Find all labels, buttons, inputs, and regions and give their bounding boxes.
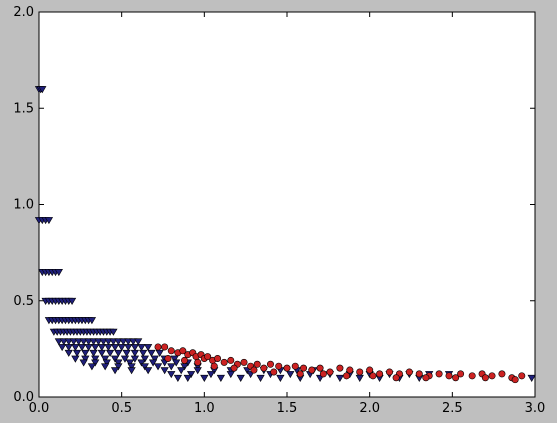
circle-point <box>241 359 247 365</box>
y-tick-label: 1.5 <box>13 101 34 116</box>
circle-point <box>228 357 234 363</box>
y-tick-label: 1.0 <box>13 198 34 213</box>
circle-point <box>195 359 201 365</box>
circle-point <box>343 373 349 379</box>
circle-point <box>512 376 518 382</box>
circle-point <box>300 365 306 371</box>
x-tick-label: 1.0 <box>194 401 215 416</box>
circle-point <box>446 373 452 379</box>
circle-point <box>211 363 217 369</box>
circle-point <box>423 375 429 381</box>
circle-point <box>284 365 290 371</box>
circle-point <box>357 369 363 375</box>
circle-point <box>221 359 227 365</box>
y-tick-label: 0.5 <box>13 294 34 309</box>
circle-point <box>165 355 171 361</box>
circle-point <box>231 365 237 371</box>
circle-point <box>436 371 442 377</box>
circle-point <box>271 369 277 375</box>
circle-point <box>327 369 333 375</box>
circle-point <box>161 344 167 350</box>
circle-point <box>499 371 505 377</box>
circle-point <box>214 355 220 361</box>
y-tick-label: 2.0 <box>13 5 34 20</box>
circle-point <box>320 371 326 377</box>
circle-point <box>297 371 303 377</box>
x-tick-label: 3.0 <box>525 401 546 416</box>
circle-point <box>519 373 525 379</box>
circle-point <box>452 375 458 381</box>
x-tick-label: 2.0 <box>359 401 380 416</box>
circle-point <box>366 367 372 373</box>
circle-point <box>489 373 495 379</box>
circle-point <box>317 365 323 371</box>
circle-point <box>251 367 257 373</box>
circle-point <box>276 363 282 369</box>
y-tick-labels: 0.0 0.5 1.0 1.5 2.0 <box>13 5 34 405</box>
x-tick-labels: 0.0 0.5 1.0 1.5 2.0 2.5 3.0 <box>29 401 546 416</box>
circle-point <box>337 365 343 371</box>
circle-point <box>155 344 161 350</box>
circle-point <box>309 367 315 373</box>
circle-point <box>370 373 376 379</box>
circle-point <box>254 361 260 367</box>
x-tick-label: 0.5 <box>111 401 132 416</box>
circle-point <box>416 371 422 377</box>
x-tick-label: 2.5 <box>442 401 463 416</box>
x-tick-label: 1.5 <box>277 401 298 416</box>
circle-point <box>406 369 412 375</box>
circle-point <box>168 348 174 354</box>
circle-point <box>376 371 382 377</box>
circle-point <box>393 375 399 381</box>
circle-point <box>181 357 187 363</box>
y-tick-label: 0.0 <box>13 390 34 405</box>
circle-point <box>347 367 353 373</box>
circle-point <box>261 365 267 371</box>
circle-point <box>482 375 488 381</box>
circle-point <box>386 369 392 375</box>
circle-point <box>267 361 273 367</box>
circle-point <box>292 363 298 369</box>
circle-point <box>469 373 475 379</box>
